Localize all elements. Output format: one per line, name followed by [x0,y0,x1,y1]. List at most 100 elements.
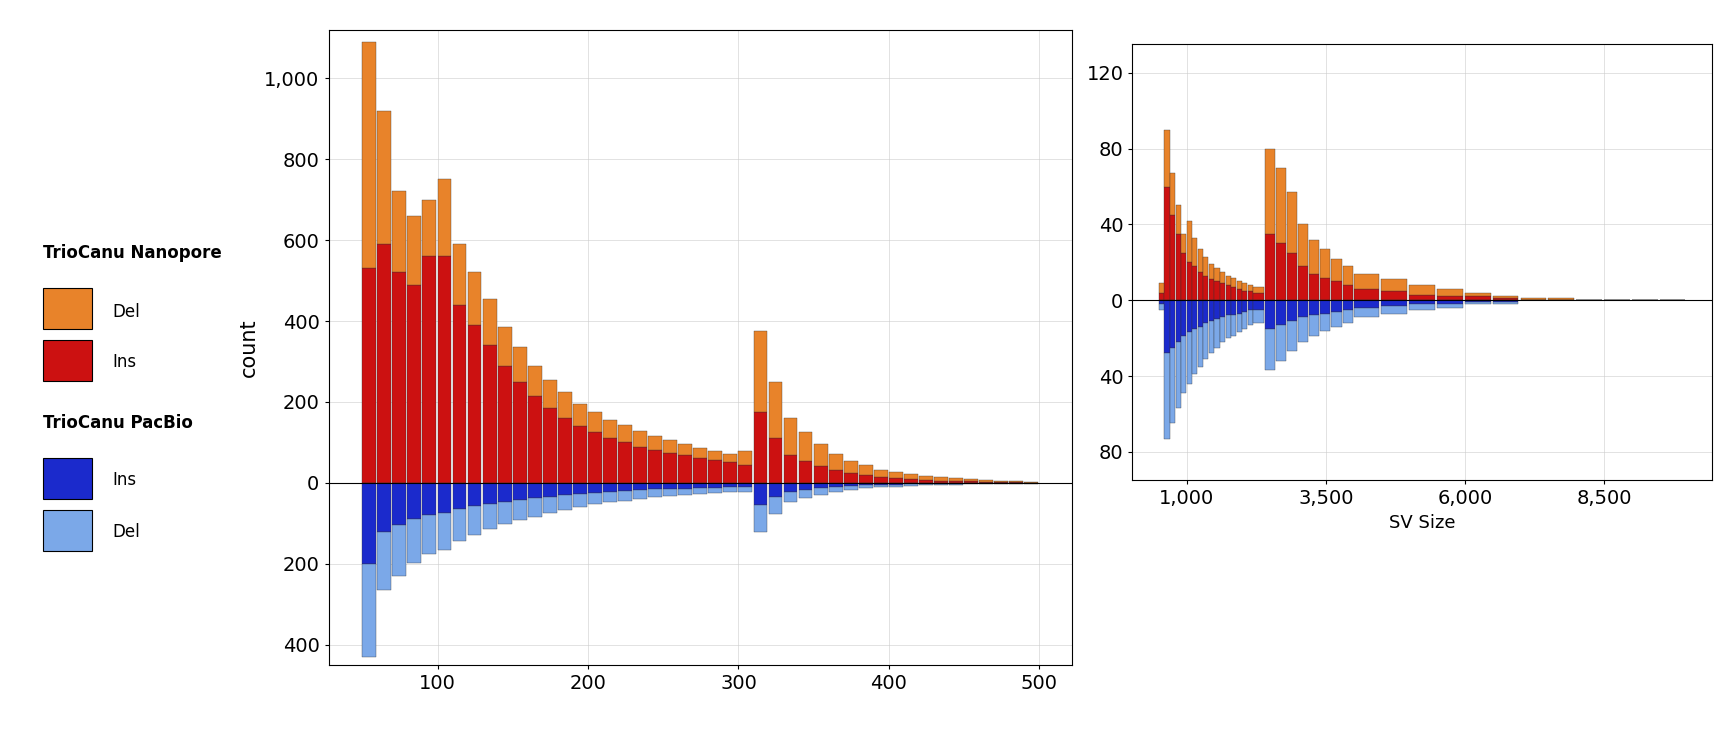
Bar [1209,279,1214,300]
Bar [783,454,797,483]
Bar [1203,323,1209,359]
Bar [1226,300,1231,316]
Bar [904,484,918,486]
Bar [1209,321,1214,353]
Bar [873,477,887,483]
Bar [1236,313,1241,333]
Bar [498,366,512,483]
Bar [1193,329,1198,374]
Bar [814,488,828,494]
Bar [1321,300,1331,313]
Bar [482,345,496,483]
Bar [603,483,617,492]
Bar [889,472,903,478]
Bar [1164,129,1169,186]
Bar [467,506,481,535]
Bar [1158,300,1164,304]
Bar [859,486,873,488]
Bar [1243,283,1247,290]
Bar [408,285,422,483]
Bar [363,41,377,268]
Bar [558,483,572,495]
Bar [1464,302,1490,304]
Bar [873,483,887,485]
Bar [1158,293,1164,300]
Bar [828,454,842,470]
Bar [799,483,813,490]
Bar [1158,283,1164,293]
Bar [1221,272,1226,283]
Bar [377,111,391,244]
Bar [43,288,92,329]
Bar [1492,300,1518,302]
Bar [527,498,541,517]
Bar [754,505,768,531]
Bar [572,426,586,483]
Bar [709,488,723,494]
Bar [1176,300,1181,342]
Bar [1221,283,1226,300]
Bar [1254,287,1264,293]
Bar [1214,268,1219,282]
Bar [633,446,647,483]
Text: Del: Del [112,523,140,541]
Bar [1221,317,1226,342]
Bar [1176,205,1181,234]
Bar [1209,265,1214,279]
Bar [799,432,813,460]
Bar [678,483,692,488]
Bar [1231,316,1236,336]
Bar [844,486,858,490]
Bar [1236,300,1241,313]
Bar [1354,273,1380,289]
Bar [889,483,903,485]
Bar [43,458,92,499]
Bar [437,514,451,550]
Bar [527,483,541,498]
Bar [1492,299,1518,300]
Bar [828,487,842,492]
Bar [1176,234,1181,300]
Bar [1276,325,1286,361]
Bar [920,476,934,480]
Bar [814,466,828,483]
Bar [437,256,451,483]
Bar [1176,342,1181,409]
Bar [1181,300,1186,336]
Bar [453,483,467,509]
Bar [723,454,737,462]
Bar [949,484,963,485]
Bar [723,462,737,483]
Bar [1276,300,1286,325]
Bar [1409,300,1435,304]
Bar [979,482,992,483]
Bar [1248,310,1254,325]
Bar [949,481,963,483]
Bar [1226,285,1231,300]
Bar [693,448,707,458]
Bar [1248,300,1254,310]
Bar [828,470,842,483]
Bar [1321,278,1331,300]
Bar [603,420,617,438]
Bar [514,347,527,382]
Bar [799,490,813,498]
Bar [1331,300,1342,312]
Bar [1381,290,1407,300]
Bar [949,478,963,481]
Bar [588,432,602,483]
Bar [904,474,918,479]
Bar [408,520,422,563]
Bar [709,451,723,460]
Bar [1193,300,1198,329]
Bar [994,482,1008,483]
Bar [965,480,979,481]
Bar [633,483,647,490]
Bar [1214,282,1219,300]
Text: TrioCanu PacBio: TrioCanu PacBio [43,415,194,432]
Bar [543,408,557,483]
Bar [769,382,783,438]
Bar [1409,304,1435,310]
Text: Ins: Ins [112,353,137,371]
Bar [527,366,541,396]
